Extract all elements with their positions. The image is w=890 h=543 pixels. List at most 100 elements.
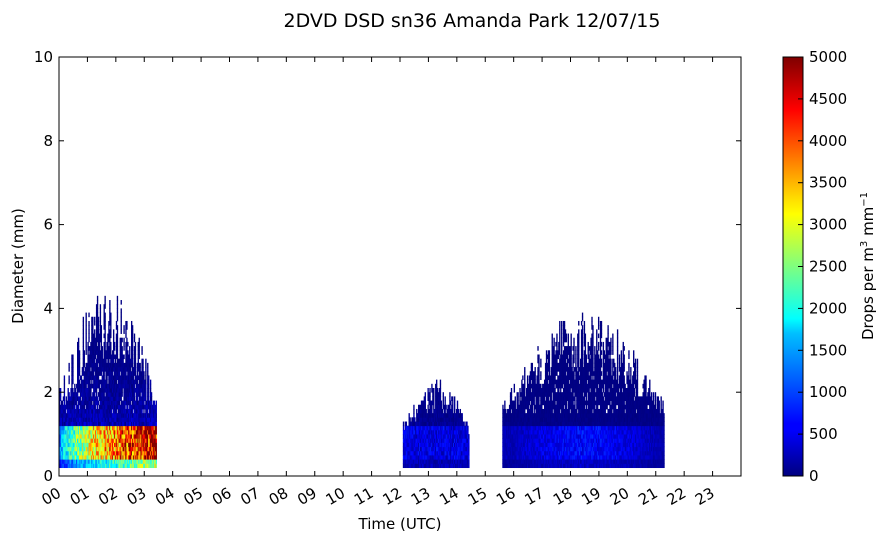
heatmap-cell: [78, 367, 81, 372]
heatmap-cell: [556, 358, 558, 364]
heatmap-cell: [425, 459, 427, 464]
heatmap-cell: [534, 459, 536, 464]
heatmap-cell: [520, 425, 522, 431]
heatmap-cell: [141, 396, 143, 401]
heatmap-cell: [535, 446, 537, 452]
heatmap-cell: [95, 304, 98, 309]
heatmap-cell: [553, 434, 555, 439]
heatmap-cell: [107, 371, 109, 376]
heatmap-cell: [436, 396, 439, 401]
heatmap-cell: [131, 459, 134, 464]
heatmap-cell: [432, 417, 434, 422]
heatmap-cell: [89, 446, 91, 452]
heatmap-cell: [510, 396, 513, 401]
heatmap-cell: [515, 417, 517, 422]
heatmap-cell: [78, 408, 81, 414]
heatmap-cell: [531, 446, 534, 452]
heatmap-cell: [440, 434, 443, 439]
heatmap-cell: [516, 442, 518, 448]
heatmap-cell: [61, 408, 64, 414]
heatmap-cell: [115, 434, 118, 439]
heatmap-cell: [83, 392, 85, 397]
heatmap-cell: [124, 438, 126, 443]
heatmap-cell: [109, 417, 111, 422]
heatmap-cell: [502, 459, 504, 464]
heatmap-cell: [461, 421, 463, 427]
heatmap-cell: [75, 425, 77, 431]
heatmap-cell: [80, 408, 83, 414]
heatmap-cell: [558, 400, 560, 406]
heatmap-cell: [84, 442, 86, 448]
heatmap-cell: [68, 446, 70, 452]
heatmap-cell: [131, 362, 134, 368]
heatmap-cell: [93, 400, 95, 406]
heatmap-cell: [135, 375, 138, 381]
heatmap-cell: [92, 413, 94, 418]
heatmap-cell: [99, 392, 102, 397]
heatmap-cell: [408, 463, 410, 469]
heatmap-cell: [63, 392, 66, 397]
heatmap-cell: [440, 442, 443, 448]
heatmap-cell: [547, 425, 550, 431]
heatmap-cell: [87, 421, 89, 427]
heatmap-cell: [122, 442, 124, 448]
heatmap-cell: [75, 396, 77, 401]
heatmap-cell: [440, 459, 443, 464]
heatmap-cell: [107, 413, 109, 418]
heatmap-cell: [133, 354, 136, 360]
heatmap-cell: [138, 438, 140, 443]
heatmap-cell: [103, 379, 105, 385]
heatmap-cell: [521, 392, 523, 397]
heatmap-cell: [145, 396, 147, 401]
heatmap-cell: [530, 371, 533, 376]
heatmap-cell: [88, 312, 90, 318]
heatmap-cell: [99, 396, 102, 401]
heatmap-cell: [148, 429, 150, 435]
heatmap-cell: [445, 413, 447, 418]
heatmap-cell: [101, 442, 103, 448]
heatmap-cell: [422, 425, 425, 431]
heatmap-cell: [77, 346, 79, 351]
heatmap-cell: [149, 429, 152, 435]
heatmap-cell: [517, 417, 519, 422]
heatmap-cell: [534, 413, 536, 418]
heatmap-cell: [94, 425, 97, 431]
heatmap-cell: [123, 362, 125, 368]
heatmap-cell: [409, 442, 411, 448]
heatmap-cell: [100, 455, 103, 460]
heatmap-cell: [148, 400, 150, 406]
heatmap-cell: [112, 429, 115, 435]
heatmap-cell: [523, 413, 525, 418]
heatmap-cell: [546, 463, 549, 469]
heatmap-cell: [78, 455, 81, 460]
heatmap-cell: [538, 379, 540, 385]
heatmap-cell: [435, 417, 437, 422]
heatmap-cell: [145, 446, 147, 452]
heatmap-cell: [543, 434, 545, 439]
heatmap-cell: [98, 408, 101, 414]
heatmap-cell: [105, 463, 107, 469]
heatmap-cell: [506, 455, 508, 460]
heatmap-cell: [125, 333, 127, 339]
heatmap-cell: [449, 392, 451, 397]
heatmap-cell: [65, 463, 67, 469]
heatmap-cell: [509, 400, 512, 406]
heatmap-cell: [130, 404, 133, 410]
heatmap-cell: [544, 438, 547, 443]
heatmap-cell: [541, 388, 543, 393]
heatmap-cell: [425, 413, 427, 418]
heatmap-cell: [136, 404, 139, 410]
heatmap-cell: [445, 442, 447, 448]
heatmap-cell: [135, 413, 138, 418]
heatmap-cell: [98, 350, 101, 355]
heatmap-cell: [536, 425, 538, 431]
heatmap-cell: [121, 354, 123, 360]
heatmap-cell: [95, 417, 98, 422]
heatmap-cell: [89, 404, 91, 410]
heatmap-cell: [104, 325, 106, 330]
heatmap-cell: [555, 438, 557, 443]
heatmap-cell: [144, 421, 146, 427]
heatmap-cell: [144, 404, 146, 410]
heatmap-cell: [60, 463, 63, 469]
heatmap-cell: [440, 425, 443, 431]
